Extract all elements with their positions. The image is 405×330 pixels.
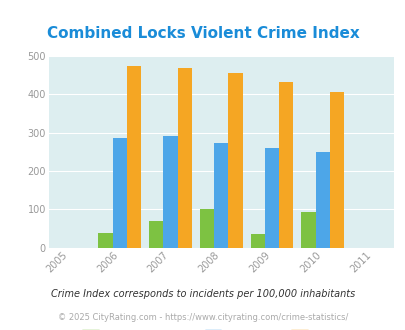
Bar: [199, 209, 213, 248]
Bar: [329, 92, 343, 248]
Bar: [250, 234, 264, 248]
Bar: [228, 73, 242, 248]
Bar: [163, 136, 177, 248]
Bar: [278, 82, 292, 248]
Bar: [213, 143, 228, 248]
Bar: [149, 221, 163, 248]
Bar: [98, 233, 112, 248]
Bar: [126, 66, 141, 248]
Bar: [264, 148, 278, 248]
Bar: [315, 152, 329, 248]
Text: © 2025 CityRating.com - https://www.cityrating.com/crime-statistics/: © 2025 CityRating.com - https://www.city…: [58, 313, 347, 322]
Bar: [112, 138, 126, 248]
Text: Combined Locks Violent Crime Index: Combined Locks Violent Crime Index: [47, 26, 358, 41]
Legend: Combined Locks, Wisconsin, National: Combined Locks, Wisconsin, National: [78, 326, 364, 330]
Bar: [301, 212, 315, 248]
Text: Crime Index corresponds to incidents per 100,000 inhabitants: Crime Index corresponds to incidents per…: [51, 289, 354, 299]
Bar: [177, 68, 191, 248]
